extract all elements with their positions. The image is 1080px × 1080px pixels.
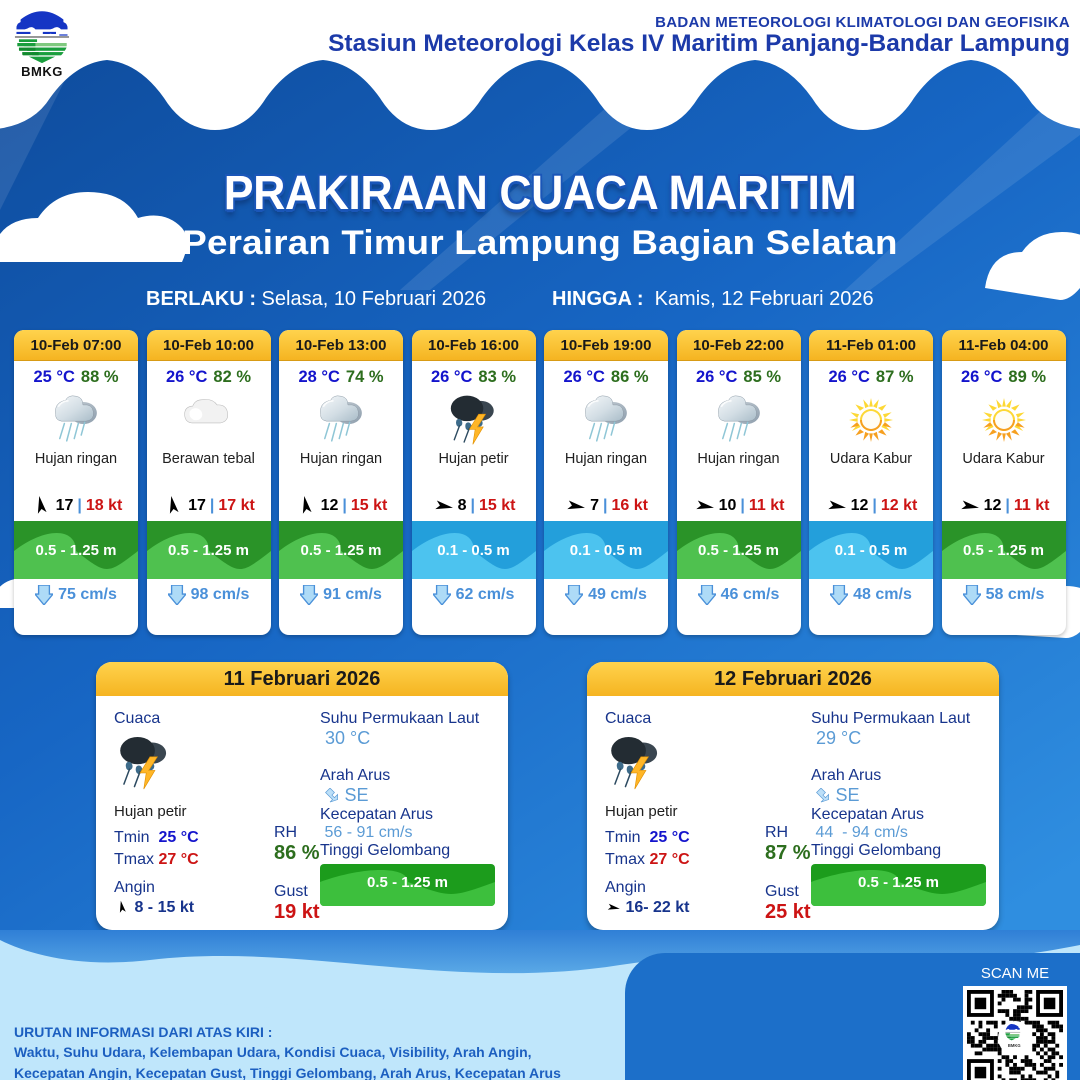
svg-text:BMKG: BMKG [1008,1043,1021,1048]
